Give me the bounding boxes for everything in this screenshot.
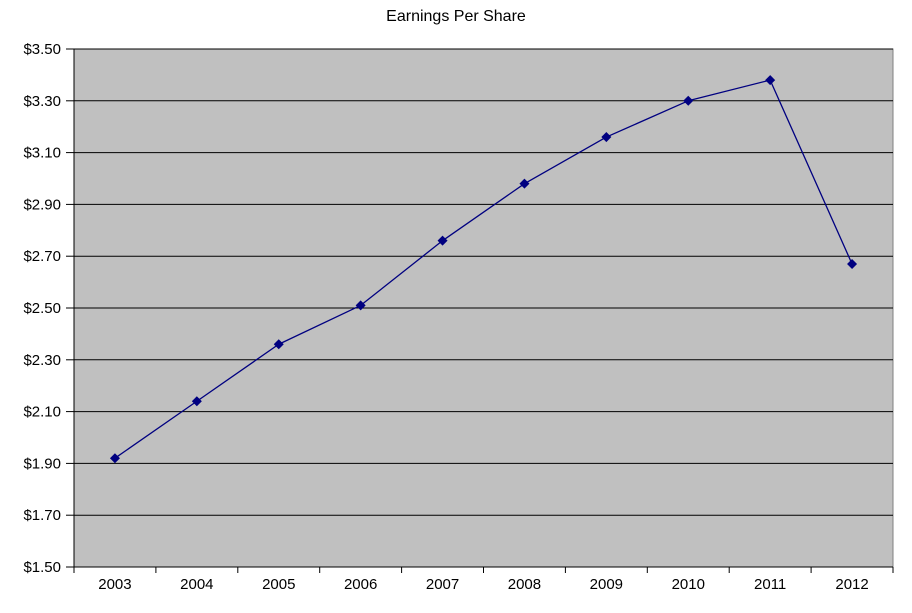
y-axis-label: $2.70 <box>23 248 61 265</box>
data-point-2011 <box>765 75 776 86</box>
data-point-2007 <box>437 235 448 246</box>
data-point-2008 <box>519 178 530 189</box>
data-point-2004 <box>191 396 202 407</box>
y-axis-label: $1.50 <box>23 559 61 576</box>
y-axis-label: $2.30 <box>23 352 61 369</box>
data-point-2006 <box>355 300 366 311</box>
y-axis-label: $3.50 <box>23 41 61 58</box>
chart-title: Earnings Per Share <box>386 8 526 25</box>
y-axis-label: $3.30 <box>23 93 61 110</box>
y-axis-label: $2.50 <box>23 300 61 317</box>
data-point-2003 <box>109 453 120 464</box>
y-axis-label: $3.10 <box>23 145 61 162</box>
x-axis-label-2003: 2003 <box>98 576 131 593</box>
eps-series-line <box>114 79 853 459</box>
x-axis-label-2006: 2006 <box>344 576 377 593</box>
x-axis-label-2008: 2008 <box>508 576 541 593</box>
x-axis-label-2010: 2010 <box>672 576 705 593</box>
x-axis-label-2012: 2012 <box>835 576 868 593</box>
x-axis-label-2007: 2007 <box>426 576 459 593</box>
y-axis-label: $1.90 <box>23 455 61 472</box>
data-point-2005 <box>273 339 284 350</box>
x-axis-label-2004: 2004 <box>180 576 213 593</box>
x-axis-label-2009: 2009 <box>590 576 623 593</box>
data-point-2009 <box>601 132 612 143</box>
y-axis-label: $2.10 <box>23 404 61 421</box>
x-axis-label-2011: 2011 <box>754 576 786 593</box>
x-axis-label-2005: 2005 <box>262 576 295 593</box>
y-axis-label: $1.70 <box>23 507 61 524</box>
data-point-2012 <box>847 258 858 269</box>
data-point-2010 <box>683 95 694 106</box>
y-axis-label: $2.90 <box>23 196 61 213</box>
